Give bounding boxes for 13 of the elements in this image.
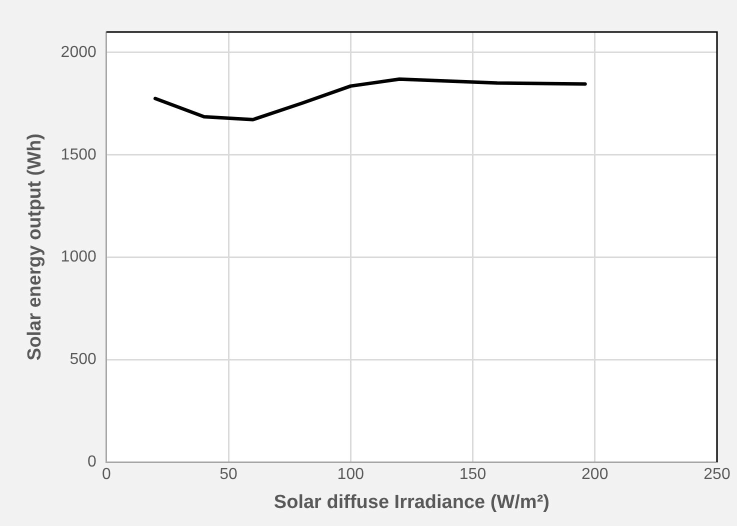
y-tick-label: 2000 bbox=[60, 44, 96, 61]
x-tick-label: 50 bbox=[220, 466, 238, 484]
y-tick-label: 0 bbox=[87, 453, 96, 470]
x-axis-title: Solar diffuse Irradiance (W/m²) bbox=[274, 492, 550, 513]
y-tick-label: 500 bbox=[70, 351, 96, 368]
y-axis-title: Solar energy output (Wh) bbox=[24, 134, 46, 360]
x-tick-label: 0 bbox=[102, 466, 111, 484]
x-tick-label: 200 bbox=[582, 466, 608, 484]
x-tick-label: 250 bbox=[704, 466, 730, 484]
y-tick-label: 1500 bbox=[60, 146, 96, 164]
x-tick-label: 150 bbox=[459, 466, 486, 484]
y-tick-label: 1000 bbox=[60, 248, 96, 266]
x-tick-label: 100 bbox=[337, 466, 364, 484]
